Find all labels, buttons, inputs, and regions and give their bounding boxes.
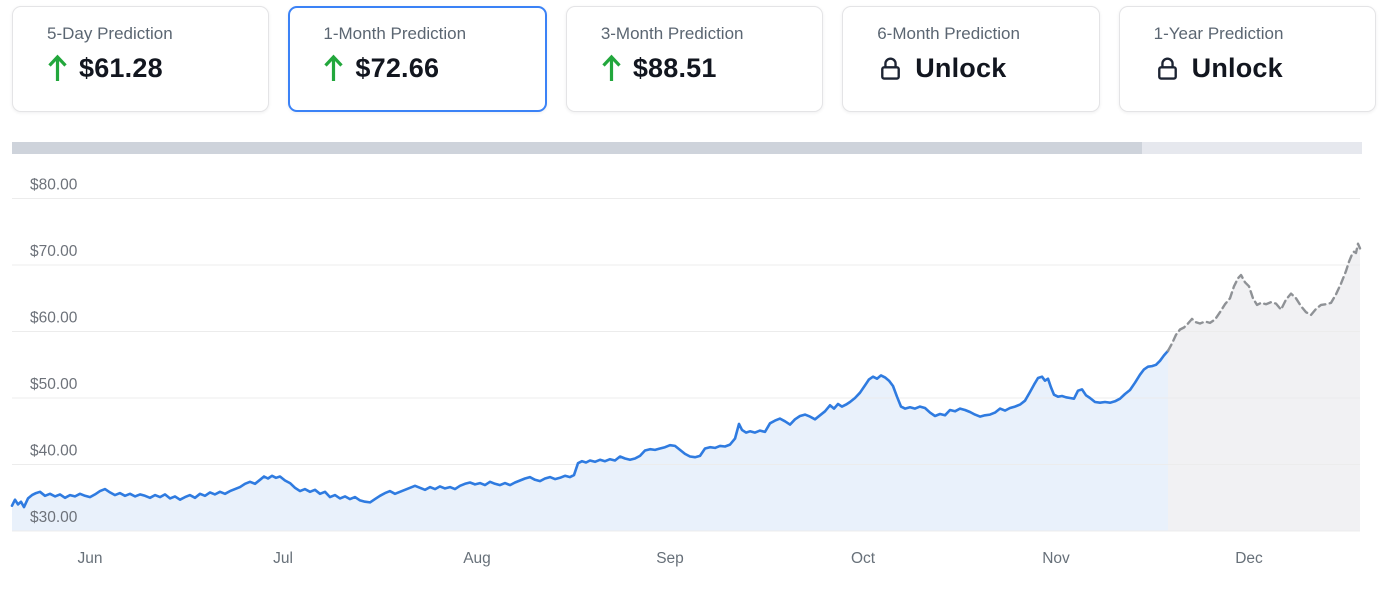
x-tick-label: Jun bbox=[78, 550, 103, 567]
prediction-card-1-month[interactable]: 1-Month Prediction $72.66 bbox=[288, 6, 547, 112]
lock-icon bbox=[877, 55, 904, 83]
x-tick-label: Sep bbox=[656, 550, 684, 567]
x-tick-label: Dec bbox=[1235, 550, 1263, 567]
prediction-line bbox=[1166, 242, 1362, 352]
y-tick-label: $70.00 bbox=[30, 243, 78, 260]
price-chart: $80.00 $70.00 $60.00 $50.00 $40.00 $30.00 Jun J… bbox=[10, 177, 1362, 567]
x-tick-label: Aug bbox=[463, 550, 491, 567]
historical-line bbox=[10, 349, 1170, 509]
card-title: 1-Month Prediction bbox=[323, 24, 467, 43]
card-title: 6-Month Prediction bbox=[877, 24, 1020, 43]
prediction-area bbox=[1168, 243, 1360, 531]
unlock-label: Unlock bbox=[915, 53, 1007, 83]
card-title: 3-Month Prediction bbox=[600, 24, 744, 43]
historical-area bbox=[12, 350, 1168, 531]
y-tick-label: $40.00 bbox=[30, 443, 78, 460]
x-tick-label: Jul bbox=[273, 550, 293, 567]
prediction-cards-row: 5-Day Prediction $61.28 1-Month Predicti… bbox=[12, 6, 1377, 112]
y-tick-label: $60.00 bbox=[30, 310, 78, 327]
prediction-card-3-month[interactable]: 3-Month Prediction $88.51 bbox=[565, 6, 824, 112]
y-tick-label: $50.00 bbox=[30, 376, 78, 393]
prediction-card-5-day[interactable]: 5-Day Prediction $61.28 bbox=[12, 6, 270, 112]
x-tick-label: Oct bbox=[851, 550, 876, 567]
prediction-value: $72.66 bbox=[355, 53, 440, 83]
card-title: 5-Day Prediction bbox=[47, 24, 173, 43]
prediction-card-1-year-locked[interactable]: 1-Year Prediction Unlock bbox=[1118, 6, 1377, 112]
unlock-label: Unlock bbox=[1191, 53, 1283, 83]
y-tick-label: $80.00 bbox=[30, 177, 78, 194]
lock-icon bbox=[1154, 55, 1181, 83]
prediction-value: $88.51 bbox=[632, 53, 717, 83]
up-arrow-icon bbox=[601, 54, 622, 83]
up-arrow-icon bbox=[323, 54, 344, 83]
y-tick-label: $30.00 bbox=[30, 509, 78, 526]
up-arrow-icon bbox=[47, 54, 68, 83]
prediction-value: $61.28 bbox=[79, 53, 163, 83]
prediction-card-6-month-locked[interactable]: 6-Month Prediction Unlock bbox=[842, 6, 1100, 112]
x-tick-label: Nov bbox=[1042, 550, 1070, 567]
chart-horizontal-scrollbar[interactable] bbox=[12, 142, 1362, 154]
scrollbar-thumb[interactable] bbox=[12, 142, 1142, 154]
card-title: 1-Year Prediction bbox=[1153, 24, 1284, 43]
